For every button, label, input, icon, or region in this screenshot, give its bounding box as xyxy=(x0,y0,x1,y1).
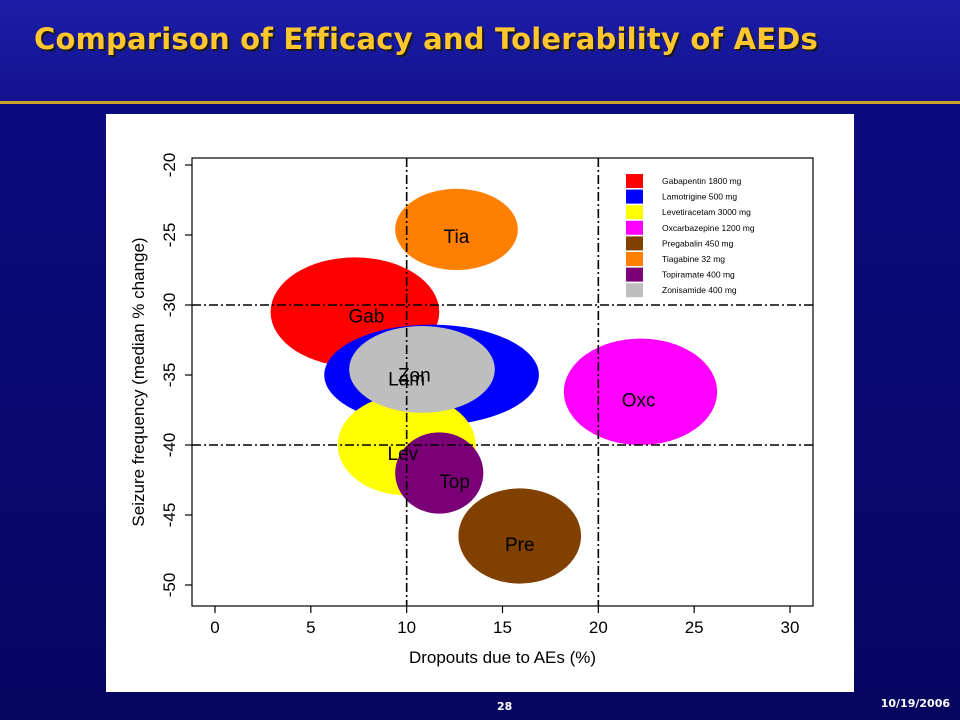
legend-swatch-tia xyxy=(626,252,643,266)
x-axis-title: Dropouts due to AEs (%) xyxy=(409,648,596,667)
y-tick-label-35: -35 xyxy=(160,363,179,388)
legend-label-tia: Tiagabine 32 mg xyxy=(662,254,725,264)
legend-swatch-pre xyxy=(626,236,643,251)
bubble-zon xyxy=(349,326,495,413)
bubble-label-lam: Lam xyxy=(388,370,425,391)
bubble-oxc xyxy=(563,338,718,445)
bubble-label-oxc: Oxc xyxy=(622,391,656,412)
title-bar: Comparison of Efficacy and Tolerability … xyxy=(0,0,960,104)
y-axis-title: Seizure frequency (median % change) xyxy=(129,237,148,526)
legend-swatch-gab xyxy=(626,174,643,188)
legend-label-gab: Gabapentin 1800 mg xyxy=(662,176,742,186)
legend-label-pre: Pregabalin 450 mg xyxy=(662,238,734,248)
x-tick-label-25: 25 xyxy=(685,618,704,637)
legend-swatch-oxc xyxy=(626,220,643,235)
x-tick-label-0: 0 xyxy=(210,618,219,637)
bubble-label-gab: Gab xyxy=(348,307,384,328)
chart-panel: Gab Tia Lam Lev Top Pre Oxc Zon 0 5 10 15 20 25 30 -20 -… xyxy=(106,114,854,692)
legend-label-lam: Lamotrigine 500 mg xyxy=(662,192,737,202)
x-tick-label-30: 30 xyxy=(781,618,800,637)
x-tick-label-5: 5 xyxy=(306,618,315,637)
bubble-pre xyxy=(458,488,582,584)
legend-label-top: Topiramate 400 mg xyxy=(662,270,735,280)
bubble-label-top: Top xyxy=(439,472,470,493)
bubble-label-tia: Tia xyxy=(444,227,470,248)
x-tick-label-10: 10 xyxy=(397,618,416,637)
page-number: 28 xyxy=(497,700,513,713)
slide-date: 10/19/2006 xyxy=(880,697,950,710)
legend-label-zon: Zonisamide 400 mg xyxy=(662,285,737,295)
legend-swatch-zon xyxy=(626,283,643,298)
legend-swatch-lam xyxy=(626,189,643,204)
legend-swatch-lev xyxy=(626,205,643,220)
bubble-label-zon: Zon xyxy=(398,365,431,386)
y-tick-label-50: -50 xyxy=(160,573,179,598)
legend-label-oxc: Oxcarbazepine 1200 mg xyxy=(662,223,755,233)
y-tick-label-25: -25 xyxy=(160,223,179,248)
bubble-top xyxy=(395,432,484,514)
x-tick-label-15: 15 xyxy=(493,618,512,637)
x-tick-label-20: 20 xyxy=(589,618,608,637)
bubble-label-pre: Pre xyxy=(505,535,535,556)
slide-title: Comparison of Efficacy and Tolerability … xyxy=(34,22,818,56)
y-tick-label-20: -20 xyxy=(160,153,179,178)
y-tick-label-40: -40 xyxy=(160,433,179,458)
legend-label-lev: Levetiracetam 3000 mg xyxy=(662,207,751,217)
y-tick-label-45: -45 xyxy=(160,503,179,528)
bubble-label-lev: Lev xyxy=(388,444,419,465)
y-tick-label-30: -30 xyxy=(160,293,179,318)
bubble-tia xyxy=(395,188,518,270)
legend-swatch-top xyxy=(626,267,643,282)
scatter-chart: Gab Tia Lam Lev Top Pre Oxc Zon 0 5 10 15 20 25 30 -20 -… xyxy=(129,153,814,667)
